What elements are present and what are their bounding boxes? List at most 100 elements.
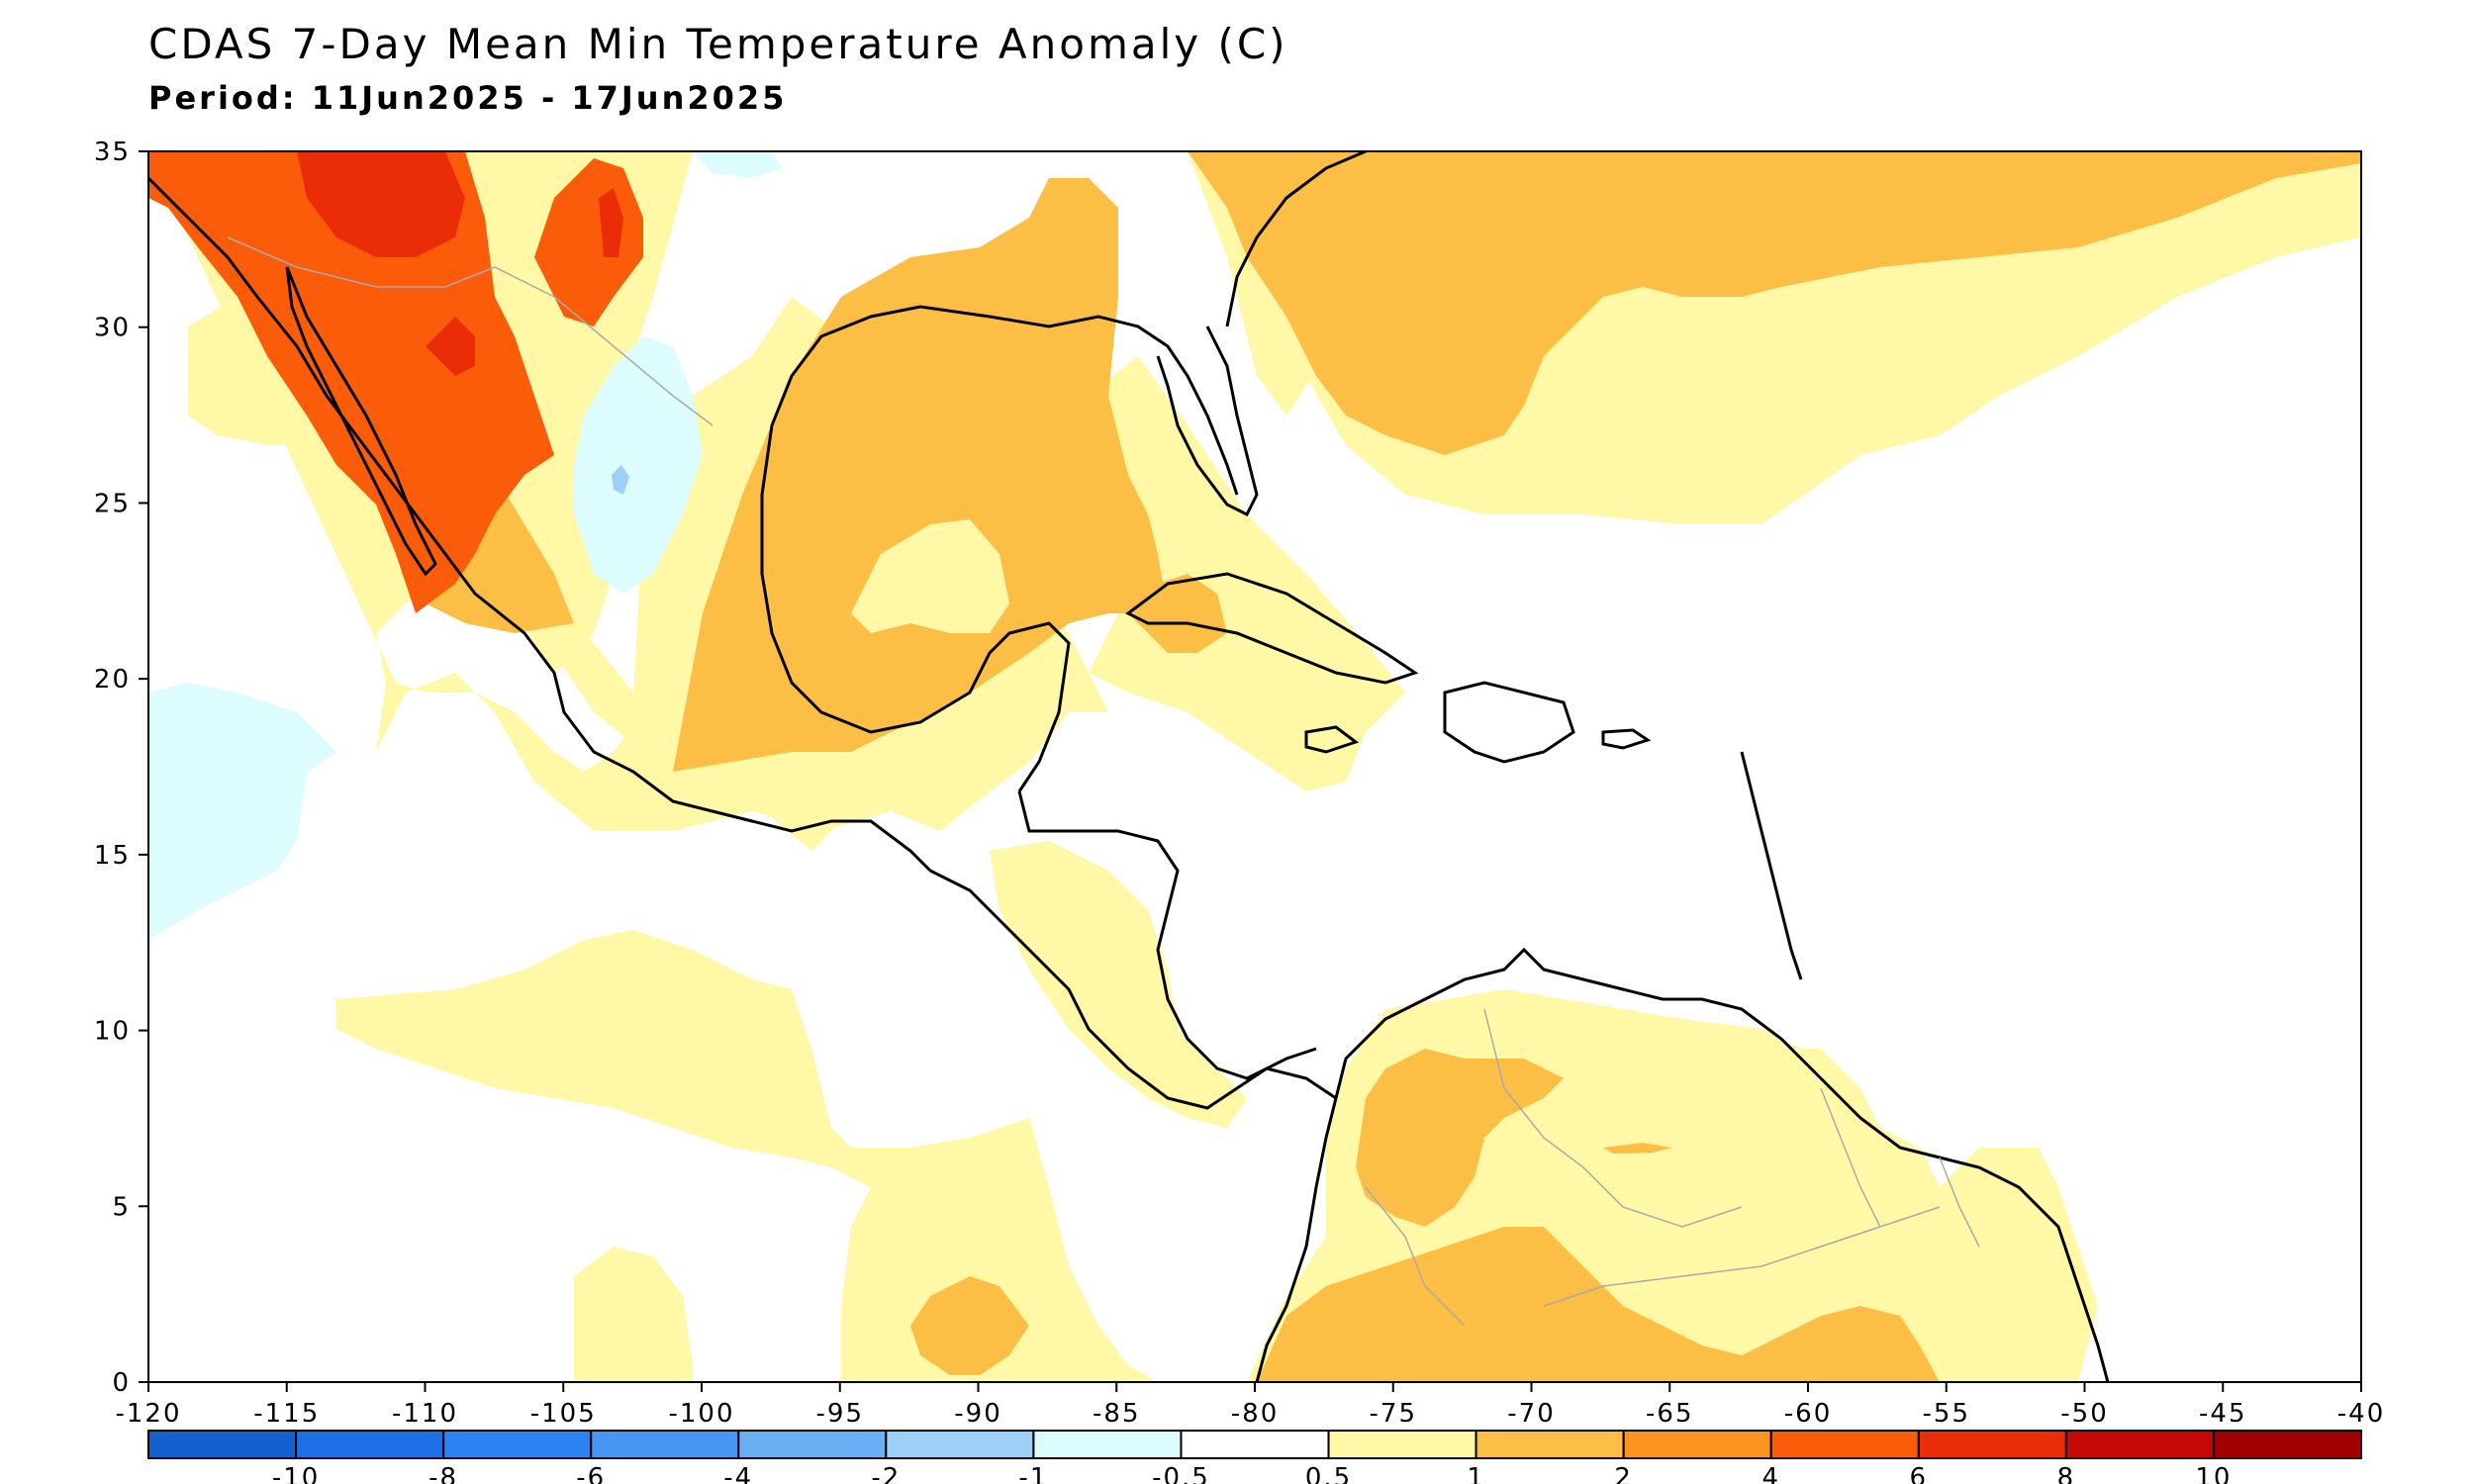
lat-tick-label: 15 — [94, 841, 131, 871]
colorbar-swatch — [737, 1430, 888, 1459]
region-white-gulf-hole — [851, 519, 1009, 633]
region-orange-south-america-south — [1257, 1227, 1940, 1382]
coastline-central-america-caribbean — [1017, 790, 1317, 1080]
lat-tick-label: 20 — [94, 665, 131, 695]
colorbar-label: 1 — [1467, 1463, 1485, 1484]
lon-tick-label: -85 — [1093, 1399, 1140, 1429]
colorbar-swatch — [442, 1430, 593, 1459]
coastline-mexico-gulf — [760, 424, 1071, 792]
coastline-florida — [1156, 325, 1259, 517]
colorbar-swatch — [147, 1430, 298, 1459]
border-us-mexico — [227, 236, 714, 426]
colorbar-label: -0.5 — [1152, 1463, 1210, 1484]
coastline-hispaniola — [1443, 681, 1575, 764]
colorbar-swatch — [1327, 1430, 1477, 1459]
coastline-south-america — [1334, 947, 2110, 1382]
border-venezuela — [1483, 1008, 1743, 1228]
region-yellow-caribbean — [1089, 356, 1405, 791]
region-blue-spot — [612, 465, 629, 495]
lon-tick-label: -100 — [668, 1399, 734, 1429]
map-subtitle: Period: 11Jun2025 - 17Jun2025 — [148, 79, 788, 117]
region-orange-pacific — [910, 1276, 1029, 1375]
colorbar-label: -6 — [576, 1463, 606, 1484]
coastline-baja — [285, 266, 437, 577]
colorbar: -10 -8 -6 -4 -2 -1 -0.5 0.5 1 2 4 6 8 10 — [147, 1430, 2363, 1484]
region-red-texas — [599, 188, 623, 257]
lon-tick-label: -40 — [2337, 1399, 2385, 1429]
lat-tick-label: 25 — [94, 489, 131, 518]
lon-tick-label: -70 — [1507, 1399, 1555, 1429]
colorbar-label: 6 — [1910, 1463, 1929, 1484]
lon-tick-label: -105 — [530, 1399, 597, 1429]
lat-tick-label: 30 — [94, 314, 131, 343]
lon-tick-label: -60 — [1784, 1399, 1832, 1429]
colorbar-label: -1 — [1018, 1463, 1048, 1484]
coastline-lesser-antilles — [1740, 751, 1803, 980]
colorbar-label: 8 — [2057, 1463, 2076, 1484]
lon-tick-label: -50 — [2060, 1399, 2108, 1429]
coastline-jamaica — [1304, 725, 1360, 754]
border-suriname — [1939, 1157, 1980, 1248]
lon-tick-label: -120 — [115, 1399, 181, 1429]
region-lightblue-pacific — [148, 683, 336, 940]
colorbar-label: 4 — [1761, 1463, 1780, 1484]
colorbar-swatch — [1769, 1430, 1920, 1459]
border-guyana — [1820, 1087, 1881, 1228]
lat-tick-label: 5 — [112, 1192, 131, 1222]
region-yellow-mexico-mainland — [376, 564, 871, 851]
colorbar-swatch — [885, 1430, 1035, 1459]
coastline-cuba — [1125, 572, 1419, 685]
region-red-arizona — [297, 151, 465, 257]
coastline-mexico-pacific — [148, 176, 932, 873]
lon-tick-label: -110 — [392, 1399, 458, 1429]
anomaly-fields — [148, 151, 2361, 1382]
region-orange-venezuela-band — [1603, 1143, 1672, 1154]
colorbar-label: -10 — [272, 1463, 320, 1484]
longitude-axis: -120 -115 -110 -105 -100 -95 -90 -85 -80 -75 -70 -6… — [115, 1382, 2385, 1429]
colorbar-swatch — [590, 1430, 740, 1459]
lat-tick-label: 35 — [94, 138, 131, 167]
lon-tick-label: -95 — [816, 1399, 864, 1429]
lon-tick-label: -90 — [954, 1399, 1001, 1429]
border-colombia — [1365, 1186, 1466, 1327]
colorbar-swatch — [1475, 1430, 1625, 1459]
colorbar-label: 2 — [1614, 1463, 1633, 1484]
lon-tick-label: -115 — [253, 1399, 320, 1429]
lon-tick-label: -45 — [2199, 1399, 2246, 1429]
colorbar-swatch — [295, 1430, 445, 1459]
colorbar-swatch — [1180, 1430, 1330, 1459]
colorbar-label: -4 — [723, 1463, 753, 1484]
lat-tick-label: 10 — [94, 1017, 131, 1047]
colorbar-label: -8 — [428, 1463, 458, 1484]
coastline-puerto-rico — [1601, 728, 1652, 750]
region-lightblue-north — [693, 151, 782, 178]
lon-tick-label: -75 — [1370, 1399, 1417, 1429]
lon-tick-label: -65 — [1646, 1399, 1693, 1429]
lon-tick-label: -80 — [1231, 1399, 1279, 1429]
region-orange-atlantic — [1188, 151, 2361, 455]
latitude-axis: 0 5 10 15 20 25 30 35 — [94, 138, 148, 1398]
region-darkorange-nw-mexico — [148, 151, 554, 613]
colorbar-swatch — [1622, 1430, 1772, 1459]
colorbar-swatch — [2212, 1430, 2363, 1459]
coastlines — [148, 151, 2110, 1382]
lat-tick-label: 0 — [112, 1368, 131, 1398]
coastline-sa-pacific — [1255, 1097, 1338, 1382]
map-title: CDAS 7-Day Mean Min Temperature Anomaly … — [148, 20, 1288, 68]
region-red-sonora — [426, 317, 475, 376]
coastline-gulf — [770, 305, 1239, 496]
borders — [227, 236, 1980, 1327]
region-yellow-central-america — [990, 841, 1247, 1128]
colorbar-label: 0.5 — [1305, 1463, 1352, 1484]
lon-tick-label: -55 — [1923, 1399, 1970, 1429]
region-yellow-east-pacific — [336, 930, 1158, 1382]
region-yellow-pacific-south — [574, 1247, 693, 1382]
region-orange-south-america-north — [1356, 1049, 1564, 1227]
colorbar-swatch — [1032, 1430, 1183, 1459]
coastline-us-east — [1225, 151, 1367, 327]
region-lightblue-texas-mexico — [574, 336, 703, 594]
colorbar-label: -2 — [871, 1463, 901, 1484]
colorbar-label: 10 — [2195, 1463, 2232, 1484]
colorbar-swatch — [1917, 1430, 2067, 1459]
